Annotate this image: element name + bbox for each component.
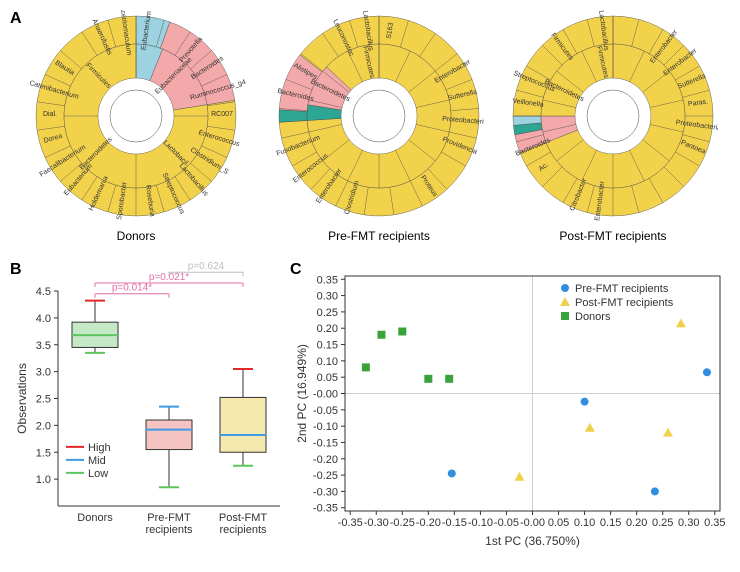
svg-text:-0.15: -0.15 — [442, 517, 467, 529]
svg-text:1.0: 1.0 — [36, 474, 51, 486]
svg-text:4.0: 4.0 — [36, 313, 51, 325]
boxplot: 1.0 1.5 2.0 2.5 3.0 3.5 4.0 4.5 Observations Dono… — [10, 261, 290, 551]
svg-text:p=0.014*: p=0.014* — [112, 283, 152, 294]
svg-text:0.05: 0.05 — [317, 372, 338, 384]
svg-text:recipients: recipients — [145, 524, 193, 536]
svg-text:0.35: 0.35 — [317, 274, 338, 286]
svg-text:2nd PC (16.949%): 2nd PC (16.949%) — [295, 344, 309, 443]
donut-0: EubacteriumPrevotellaBacteroidesRuminoco… — [22, 10, 250, 243]
svg-text:Post-FMT recipients: Post-FMT recipients — [575, 297, 674, 309]
svg-text:-0.20: -0.20 — [313, 454, 338, 466]
svg-text:-0.25: -0.25 — [390, 517, 415, 529]
svg-text:0.30: 0.30 — [317, 291, 338, 303]
panel-c-label: C — [290, 261, 302, 279]
svg-text:2.0: 2.0 — [36, 420, 51, 432]
svg-text:2.5: 2.5 — [36, 394, 51, 406]
svg-text:-0.30: -0.30 — [313, 486, 338, 498]
svg-text:3.0: 3.0 — [36, 367, 51, 379]
donut-caption-2: Post-FMT recipients — [559, 229, 666, 243]
svg-text:Low: Low — [88, 468, 108, 480]
svg-text:High: High — [88, 442, 111, 454]
svg-text:-0.00: -0.00 — [313, 389, 338, 401]
svg-text:Post-FMT: Post-FMT — [219, 512, 268, 524]
scatter-plot: -0.35-0.35-0.30-0.30-0.25-0.25-0.20-0.20… — [290, 261, 730, 551]
svg-text:0.15: 0.15 — [600, 517, 621, 529]
svg-text:0.20: 0.20 — [317, 323, 338, 335]
panel-b-label: B — [10, 261, 22, 279]
svg-text:0.10: 0.10 — [574, 517, 595, 529]
svg-text:Observations: Observations — [15, 363, 29, 434]
svg-text:Donors: Donors — [575, 311, 611, 323]
svg-text:0.05: 0.05 — [548, 517, 569, 529]
svg-text:-0.00: -0.00 — [520, 517, 545, 529]
svg-text:RC007: RC007 — [211, 111, 233, 118]
svg-text:p=0.624: p=0.624 — [188, 261, 225, 272]
svg-text:Pre-FMT: Pre-FMT — [147, 512, 191, 524]
donut-caption-1: Pre-FMT recipients — [328, 229, 430, 243]
svg-text:1st PC (36.750%): 1st PC (36.750%) — [485, 534, 580, 548]
svg-text:Mid: Mid — [88, 455, 106, 467]
svg-text:0.25: 0.25 — [652, 517, 673, 529]
svg-text:0.10: 0.10 — [317, 356, 338, 368]
svg-text:0.35: 0.35 — [704, 517, 725, 529]
svg-text:-0.05: -0.05 — [494, 517, 519, 529]
svg-text:-0.35: -0.35 — [313, 503, 338, 515]
svg-text:4.5: 4.5 — [36, 286, 51, 298]
svg-text:3.5: 3.5 — [36, 340, 51, 352]
donut-1: S163EnterobacterSutterellaProteobacteria… — [274, 10, 484, 243]
svg-text:recipients: recipients — [219, 524, 267, 536]
svg-text:-0.15: -0.15 — [313, 437, 338, 449]
svg-text:Pre-FMT recipients: Pre-FMT recipients — [575, 283, 669, 295]
svg-text:0.30: 0.30 — [678, 517, 699, 529]
svg-text:-0.35: -0.35 — [338, 517, 363, 529]
donut-2: EnterobacterEnterobacterSutterellaParas.… — [508, 10, 718, 243]
svg-text:-0.25: -0.25 — [313, 470, 338, 482]
svg-text:-0.05: -0.05 — [313, 405, 338, 417]
donut-caption-0: Donors — [117, 229, 156, 243]
svg-text:Donors: Donors — [77, 512, 113, 524]
svg-text:-0.10: -0.10 — [313, 421, 338, 433]
svg-text:-0.10: -0.10 — [468, 517, 493, 529]
svg-text:0.20: 0.20 — [626, 517, 647, 529]
svg-text:-0.20: -0.20 — [416, 517, 441, 529]
svg-text:-0.30: -0.30 — [364, 517, 389, 529]
panel-a-label: A — [10, 10, 22, 28]
svg-text:0.15: 0.15 — [317, 340, 338, 352]
svg-text:0.25: 0.25 — [317, 307, 338, 319]
svg-text:1.5: 1.5 — [36, 447, 51, 459]
svg-text:Dial.: Dial. — [43, 111, 57, 118]
